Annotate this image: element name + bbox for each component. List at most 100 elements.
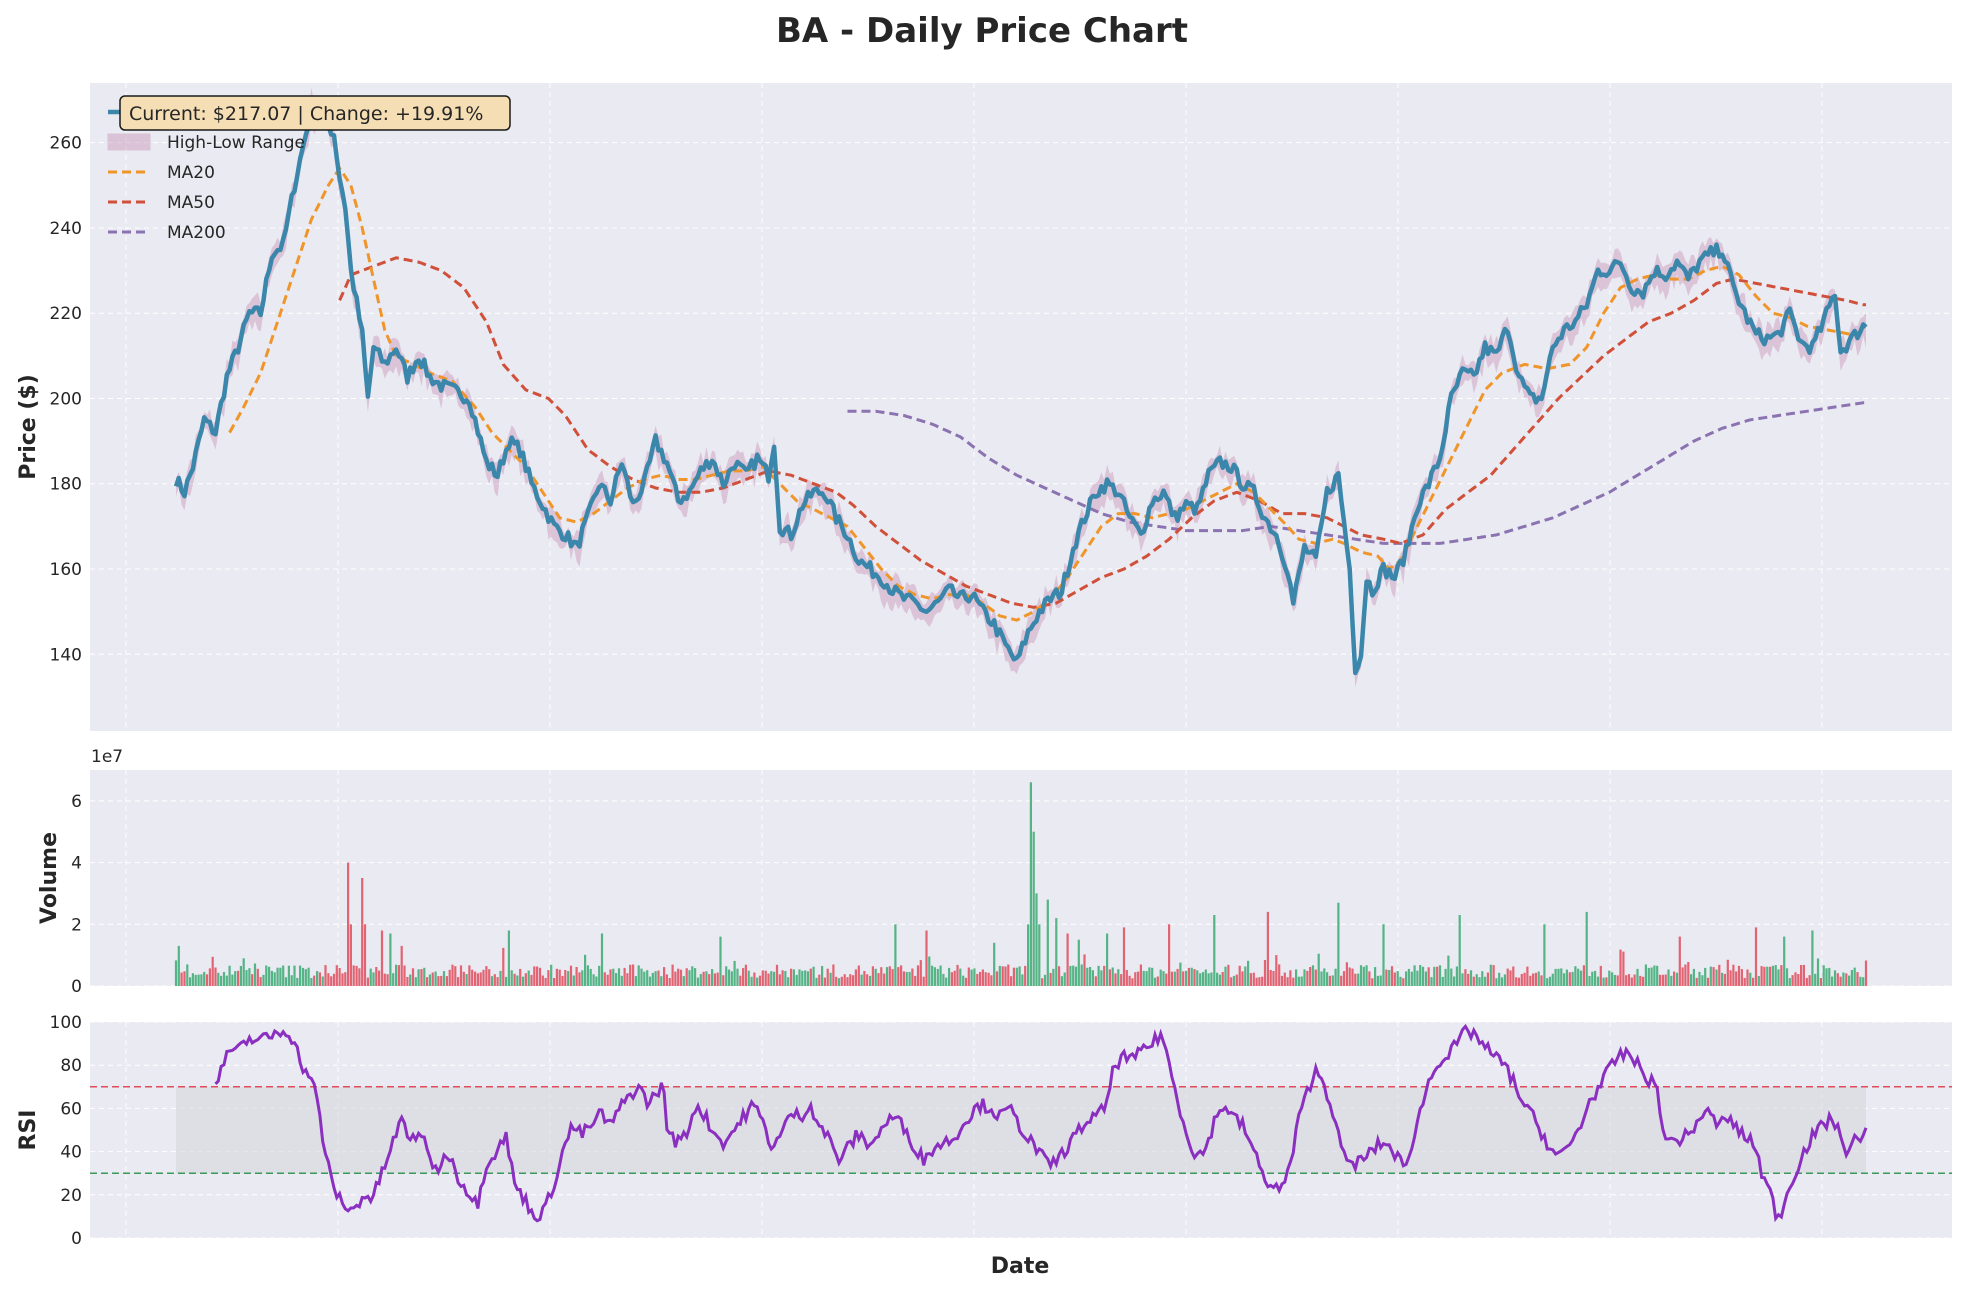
volume-bar xyxy=(519,968,522,986)
volume-bar xyxy=(979,971,982,986)
volume-bar xyxy=(1393,972,1396,986)
volume-bar xyxy=(1526,966,1529,986)
volume-bar xyxy=(1636,968,1639,986)
volume-bar xyxy=(1800,965,1803,986)
volume-bar xyxy=(1788,978,1791,986)
volume-bar xyxy=(874,968,877,986)
volume-bar xyxy=(1684,964,1687,986)
volume-bar xyxy=(1038,924,1041,986)
volume-bar xyxy=(1808,975,1811,986)
volume-bar xyxy=(781,970,784,986)
price-y-axis-label: Price ($) xyxy=(16,374,41,480)
volume-bar xyxy=(1802,964,1805,986)
volume-bar xyxy=(1819,978,1822,986)
volume-bar xyxy=(1630,977,1633,986)
volume-bar xyxy=(180,972,183,986)
volume-panel: 0 2 4 6 1e7 Volume xyxy=(37,747,1952,997)
volume-bar xyxy=(321,976,324,986)
volume-bar xyxy=(1227,964,1230,986)
volume-bar xyxy=(939,965,942,986)
legend-label-ma50: MA50 xyxy=(167,193,215,213)
volume-bar xyxy=(1348,967,1351,986)
volume-bar xyxy=(231,974,234,986)
volume-bar xyxy=(1856,972,1859,986)
volume-bar xyxy=(1515,977,1518,986)
volume-y-tick-label: 2 xyxy=(71,915,82,935)
volume-bar xyxy=(1427,967,1430,986)
volume-bar xyxy=(1334,968,1337,986)
volume-bar xyxy=(1103,965,1106,986)
volume-bar xyxy=(990,975,993,986)
volume-bar xyxy=(1024,965,1027,986)
price-grid xyxy=(90,83,1952,731)
volume-bar xyxy=(287,965,290,986)
volume-bar xyxy=(1052,968,1055,986)
volume-bar xyxy=(1517,977,1521,986)
volume-bar xyxy=(643,971,646,986)
volume-bar xyxy=(1263,960,1267,986)
volume-bar xyxy=(1633,974,1636,986)
volume-bar xyxy=(1168,924,1171,986)
volume-bar xyxy=(1311,965,1315,986)
volume-bar xyxy=(852,975,855,986)
volume-bar xyxy=(1317,953,1320,986)
volume-bar xyxy=(1170,971,1173,986)
volume-bar xyxy=(1619,949,1622,986)
volume-bar xyxy=(1376,975,1379,986)
rsi-y-tick-label: 20 xyxy=(60,1186,82,1206)
volume-bar xyxy=(775,964,779,986)
volume-bar xyxy=(1568,972,1571,986)
volume-bar xyxy=(1035,893,1038,986)
volume-bar xyxy=(338,968,341,986)
volume-bar xyxy=(1718,964,1721,986)
volume-bar xyxy=(993,942,996,986)
volume-bar xyxy=(1763,966,1766,986)
volume-bar xyxy=(1467,973,1470,986)
volume-bar xyxy=(510,970,513,986)
price-panel-background xyxy=(90,83,1952,731)
volume-bar xyxy=(584,954,587,986)
volume-bar xyxy=(1162,971,1165,986)
volume-bar xyxy=(849,974,852,986)
volume-bar xyxy=(711,969,714,986)
volume-bar xyxy=(716,972,719,986)
volume-bar xyxy=(1571,971,1574,986)
volume-bar xyxy=(634,976,637,986)
volume-bar xyxy=(1032,831,1035,986)
volume-bar xyxy=(764,970,767,986)
volume-bar xyxy=(1106,933,1109,986)
volume-bar xyxy=(426,977,429,986)
volume-bar xyxy=(1701,975,1704,986)
volume-bar xyxy=(840,976,843,986)
volume-bar xyxy=(792,969,795,986)
volume-bar xyxy=(1252,972,1255,986)
volume-bar xyxy=(1365,965,1368,986)
volume-bar xyxy=(1230,977,1233,986)
info-box-text: Current: $217.07 | Change: +19.91% xyxy=(129,103,483,125)
volume-bar xyxy=(589,968,592,986)
volume-y-axis-label: Volume xyxy=(37,832,62,924)
volume-bar xyxy=(174,960,178,986)
chart-title: BA - Daily Price Chart xyxy=(776,11,1188,51)
volume-bar xyxy=(1447,955,1450,986)
volume-bar xyxy=(705,971,708,986)
volume-bar xyxy=(1354,973,1357,986)
volume-bar xyxy=(1498,972,1501,986)
volume-bar xyxy=(598,965,601,986)
volume-bar xyxy=(1235,974,1238,986)
volume-bar xyxy=(349,924,352,986)
price-y-tick-label: 220 xyxy=(50,304,82,324)
volume-bar xyxy=(194,974,197,986)
volume-bar xyxy=(860,974,863,986)
volume-bar xyxy=(761,970,764,986)
volume-bar xyxy=(186,964,189,986)
legend-label-range: High-Low Range xyxy=(167,133,305,153)
volume-bar xyxy=(1134,972,1137,986)
volume-bar xyxy=(730,971,733,986)
volume-bar xyxy=(409,974,412,986)
volume-bar xyxy=(603,972,606,986)
volume-bar xyxy=(1828,967,1831,986)
volume-bar xyxy=(189,977,192,986)
volume-bar xyxy=(998,965,1001,986)
volume-bar xyxy=(925,930,928,986)
